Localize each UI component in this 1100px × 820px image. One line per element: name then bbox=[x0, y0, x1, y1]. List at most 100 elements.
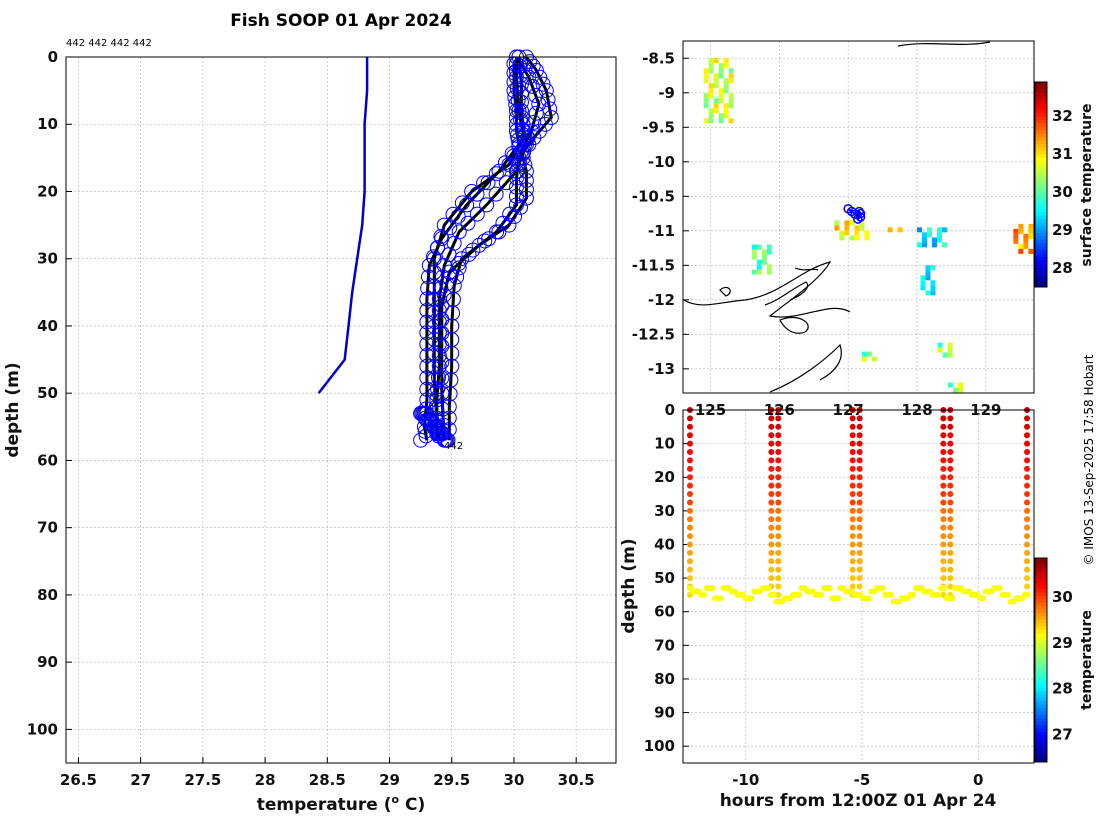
profile-marker bbox=[426, 278, 442, 294]
map-sst-pixel bbox=[937, 232, 942, 238]
profile-marker bbox=[518, 190, 534, 206]
profile-marker bbox=[441, 264, 457, 280]
section-point bbox=[686, 533, 693, 540]
section-point bbox=[775, 440, 782, 447]
profile-line-climatology bbox=[317, 57, 369, 394]
map-colorbar-step bbox=[1035, 239, 1047, 244]
section-point bbox=[940, 533, 947, 540]
map-colorbar-step bbox=[1035, 228, 1047, 233]
section-point bbox=[856, 449, 863, 456]
section-point bbox=[775, 583, 782, 590]
section-bottom-point bbox=[996, 585, 1003, 592]
map-sst-pixel bbox=[751, 254, 757, 260]
section-point bbox=[775, 423, 782, 430]
map-sst-pixel bbox=[708, 108, 714, 114]
map-colorbar-step bbox=[1035, 225, 1047, 230]
section-point bbox=[1024, 566, 1031, 573]
section-y-tick-label: 40 bbox=[654, 535, 675, 553]
map-sst-pixel bbox=[728, 103, 734, 109]
section-point bbox=[686, 457, 693, 464]
map-sst-pixel bbox=[761, 254, 767, 260]
section-bottom-point bbox=[765, 585, 772, 592]
section-colorbar-step bbox=[1035, 571, 1047, 576]
map-sst-pixel bbox=[751, 269, 757, 275]
section-point bbox=[947, 457, 954, 464]
section-bottom-point bbox=[748, 595, 755, 602]
section-point bbox=[849, 423, 856, 430]
section-colorbar-step bbox=[1035, 632, 1047, 637]
section-point bbox=[686, 432, 693, 439]
map-colorbar-step bbox=[1035, 211, 1047, 216]
map-y-tick-label: -10 bbox=[648, 153, 675, 171]
profile-marker bbox=[464, 183, 480, 199]
section-colorbar-step bbox=[1035, 758, 1047, 763]
map-sst-pixel bbox=[718, 63, 724, 69]
section-point bbox=[1024, 516, 1031, 523]
section-point bbox=[1024, 474, 1031, 481]
map-sst-pixel bbox=[756, 264, 762, 270]
map-sst-pixel bbox=[708, 93, 714, 99]
section-colorbar-step bbox=[1035, 585, 1047, 590]
map-colorbar-step bbox=[1035, 187, 1047, 192]
map-y-tick-label: -11 bbox=[648, 222, 675, 240]
map-sst-pixel bbox=[942, 242, 947, 248]
section-point bbox=[856, 457, 863, 464]
map-sst-pixel bbox=[942, 227, 947, 233]
section-colorbar-step bbox=[1035, 731, 1047, 736]
map-colorbar-step bbox=[1035, 85, 1047, 90]
map-colorbar-step bbox=[1035, 201, 1047, 206]
section-colorbar-step bbox=[1035, 605, 1047, 610]
section-colorbar-step bbox=[1035, 636, 1047, 641]
section-point bbox=[1024, 457, 1031, 464]
profile-marker bbox=[476, 175, 492, 191]
map-sst-pixel bbox=[859, 220, 865, 226]
section-point bbox=[686, 465, 693, 472]
section-point bbox=[775, 482, 782, 489]
map-sst-pixel bbox=[723, 58, 729, 64]
map-sst-pixel bbox=[713, 98, 719, 104]
map-colorbar-step bbox=[1035, 198, 1047, 203]
coastline-north bbox=[897, 41, 991, 47]
profile-y-tick-label: 40 bbox=[37, 317, 58, 335]
profile-marker bbox=[513, 143, 529, 159]
section-point bbox=[686, 558, 693, 565]
section-colorbar-step bbox=[1035, 690, 1047, 695]
map-sst-pixel bbox=[756, 259, 762, 265]
section-point bbox=[1024, 423, 1031, 430]
map-sst-pixel bbox=[728, 73, 734, 79]
map-sst-pixel bbox=[708, 68, 714, 74]
section-colorbar-step bbox=[1035, 680, 1047, 685]
section-colorbar-step bbox=[1035, 561, 1047, 566]
map-colorbar-step bbox=[1035, 184, 1047, 189]
map-sst-pixel bbox=[859, 225, 865, 231]
map-sst-pixel bbox=[761, 259, 767, 265]
map-colorbar-step bbox=[1035, 222, 1047, 226]
section-point bbox=[775, 541, 782, 548]
section-bottom-point bbox=[1004, 591, 1011, 598]
profile-marker bbox=[517, 157, 533, 173]
map-sst-pixel bbox=[703, 93, 709, 99]
section-point bbox=[856, 474, 863, 481]
section-colorbar-step bbox=[1035, 677, 1047, 681]
section-point bbox=[768, 566, 775, 573]
section-point bbox=[686, 474, 693, 481]
map-colorbar-step bbox=[1035, 95, 1047, 100]
map-sst-pixel bbox=[854, 230, 860, 236]
profile-x-tick-label: 29.5 bbox=[433, 771, 470, 789]
profile-y-tick-labels: 0 10 20 30 40 50 60 70 80 90 100 bbox=[27, 48, 58, 738]
profile-y-tick-label: 70 bbox=[37, 519, 58, 537]
profile-marker bbox=[542, 101, 558, 117]
map-sst-pixel bbox=[713, 103, 719, 109]
section-point bbox=[849, 524, 856, 531]
profile-x-tick-label: 28.5 bbox=[309, 771, 346, 789]
map-colorbar-step bbox=[1035, 157, 1047, 162]
profile-marker bbox=[498, 175, 514, 191]
map-colorbar-step bbox=[1035, 102, 1047, 107]
section-colorbar-step bbox=[1035, 748, 1047, 753]
section-point bbox=[849, 491, 856, 498]
section-point bbox=[775, 558, 782, 565]
section-point bbox=[768, 516, 775, 523]
profile-marker bbox=[523, 123, 539, 139]
section-points bbox=[686, 407, 1031, 605]
profile-y-axis-label: depth (m) bbox=[3, 362, 23, 457]
